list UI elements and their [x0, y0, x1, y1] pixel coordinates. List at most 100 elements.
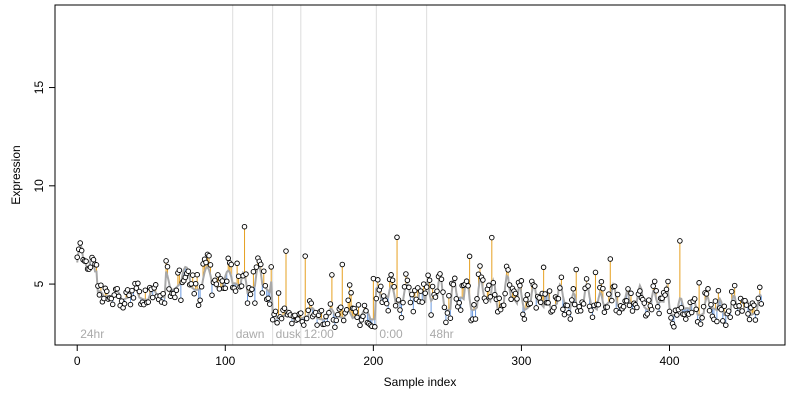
data-point — [373, 295, 380, 302]
phase-label: 48hr — [430, 327, 454, 341]
data-point — [604, 304, 611, 310]
data-point — [243, 271, 249, 277]
data-point — [688, 309, 695, 316]
data-point — [561, 311, 568, 318]
data-point — [751, 302, 757, 309]
data-point — [426, 277, 433, 283]
data-point — [730, 299, 736, 306]
data-point — [127, 301, 134, 308]
data-point — [558, 274, 565, 280]
data-point — [573, 266, 579, 273]
data-point — [592, 269, 599, 276]
phase-label: dawn — [236, 327, 265, 341]
data-point — [129, 287, 135, 294]
data-point — [712, 298, 719, 304]
data-point — [727, 314, 733, 320]
data-point — [524, 292, 531, 298]
data-point — [305, 307, 311, 314]
data-point — [410, 308, 417, 315]
data-point — [275, 290, 282, 296]
data-point — [656, 310, 662, 317]
data-point — [253, 264, 260, 270]
data-point — [274, 320, 280, 326]
data-point — [394, 234, 400, 241]
data-point — [188, 281, 194, 287]
data-point — [739, 308, 745, 314]
data-point — [447, 315, 454, 321]
data-point — [289, 320, 295, 327]
data-point — [407, 299, 414, 306]
phase-label: 0:00 — [379, 327, 403, 341]
data-point — [354, 314, 360, 321]
data-point — [571, 301, 578, 308]
data-point — [564, 302, 571, 309]
phase-label: dusk — [276, 327, 302, 341]
data-point — [314, 322, 320, 328]
data-point — [152, 282, 159, 288]
data-point — [185, 268, 192, 274]
data-point — [644, 311, 651, 317]
data-point — [252, 300, 258, 306]
data-point — [93, 262, 100, 268]
data-point — [225, 255, 231, 262]
data-point — [693, 306, 699, 313]
data-point — [540, 264, 547, 271]
data-point — [98, 282, 104, 288]
data-point — [135, 280, 141, 287]
data-point — [400, 299, 406, 306]
data-point — [456, 300, 462, 306]
data-point — [326, 309, 332, 316]
data-point — [96, 292, 103, 298]
data-point — [533, 305, 539, 311]
data-point — [483, 298, 489, 304]
data-point — [74, 254, 80, 260]
data-point — [247, 291, 254, 298]
data-point — [512, 290, 519, 297]
data-point — [662, 292, 668, 298]
data-point — [453, 296, 460, 302]
data-point — [104, 288, 110, 295]
data-point — [108, 295, 115, 302]
data-point — [327, 301, 334, 307]
data-point — [355, 302, 362, 308]
data-point — [569, 297, 575, 303]
data-point — [388, 272, 394, 278]
data-point — [734, 310, 741, 316]
data-point — [142, 287, 149, 293]
data-point — [725, 308, 732, 314]
data-point — [333, 317, 340, 324]
data-point — [378, 283, 384, 290]
data-point — [567, 316, 574, 322]
data-point — [505, 267, 511, 273]
data-point — [278, 315, 285, 322]
phase-markers: 24hr dawn dusk 12:00 0:00 48hr — [80, 5, 454, 345]
data-point — [216, 286, 223, 292]
data-point — [419, 299, 425, 305]
data-point — [375, 277, 381, 283]
data-point — [323, 313, 329, 320]
data-point — [195, 302, 202, 308]
data-point — [87, 264, 94, 270]
data-point — [697, 321, 704, 327]
data-point — [598, 278, 605, 285]
data-point — [506, 282, 513, 288]
data-point — [262, 282, 269, 289]
data-point — [392, 302, 399, 309]
y-axis-label: Expression — [9, 145, 23, 204]
data-point — [259, 290, 266, 296]
data-point — [397, 307, 403, 313]
data-point — [474, 296, 480, 302]
data-point — [244, 300, 251, 306]
data-point — [653, 288, 659, 294]
data-point — [83, 258, 89, 264]
data-point — [406, 284, 412, 291]
data-point — [557, 285, 563, 291]
data-point — [620, 303, 627, 310]
data-point — [77, 240, 83, 246]
y-axis: 5 10 15 — [32, 81, 55, 287]
data-point — [521, 316, 528, 322]
data-point — [663, 286, 670, 293]
data-point — [115, 293, 122, 300]
data-point — [130, 295, 137, 301]
